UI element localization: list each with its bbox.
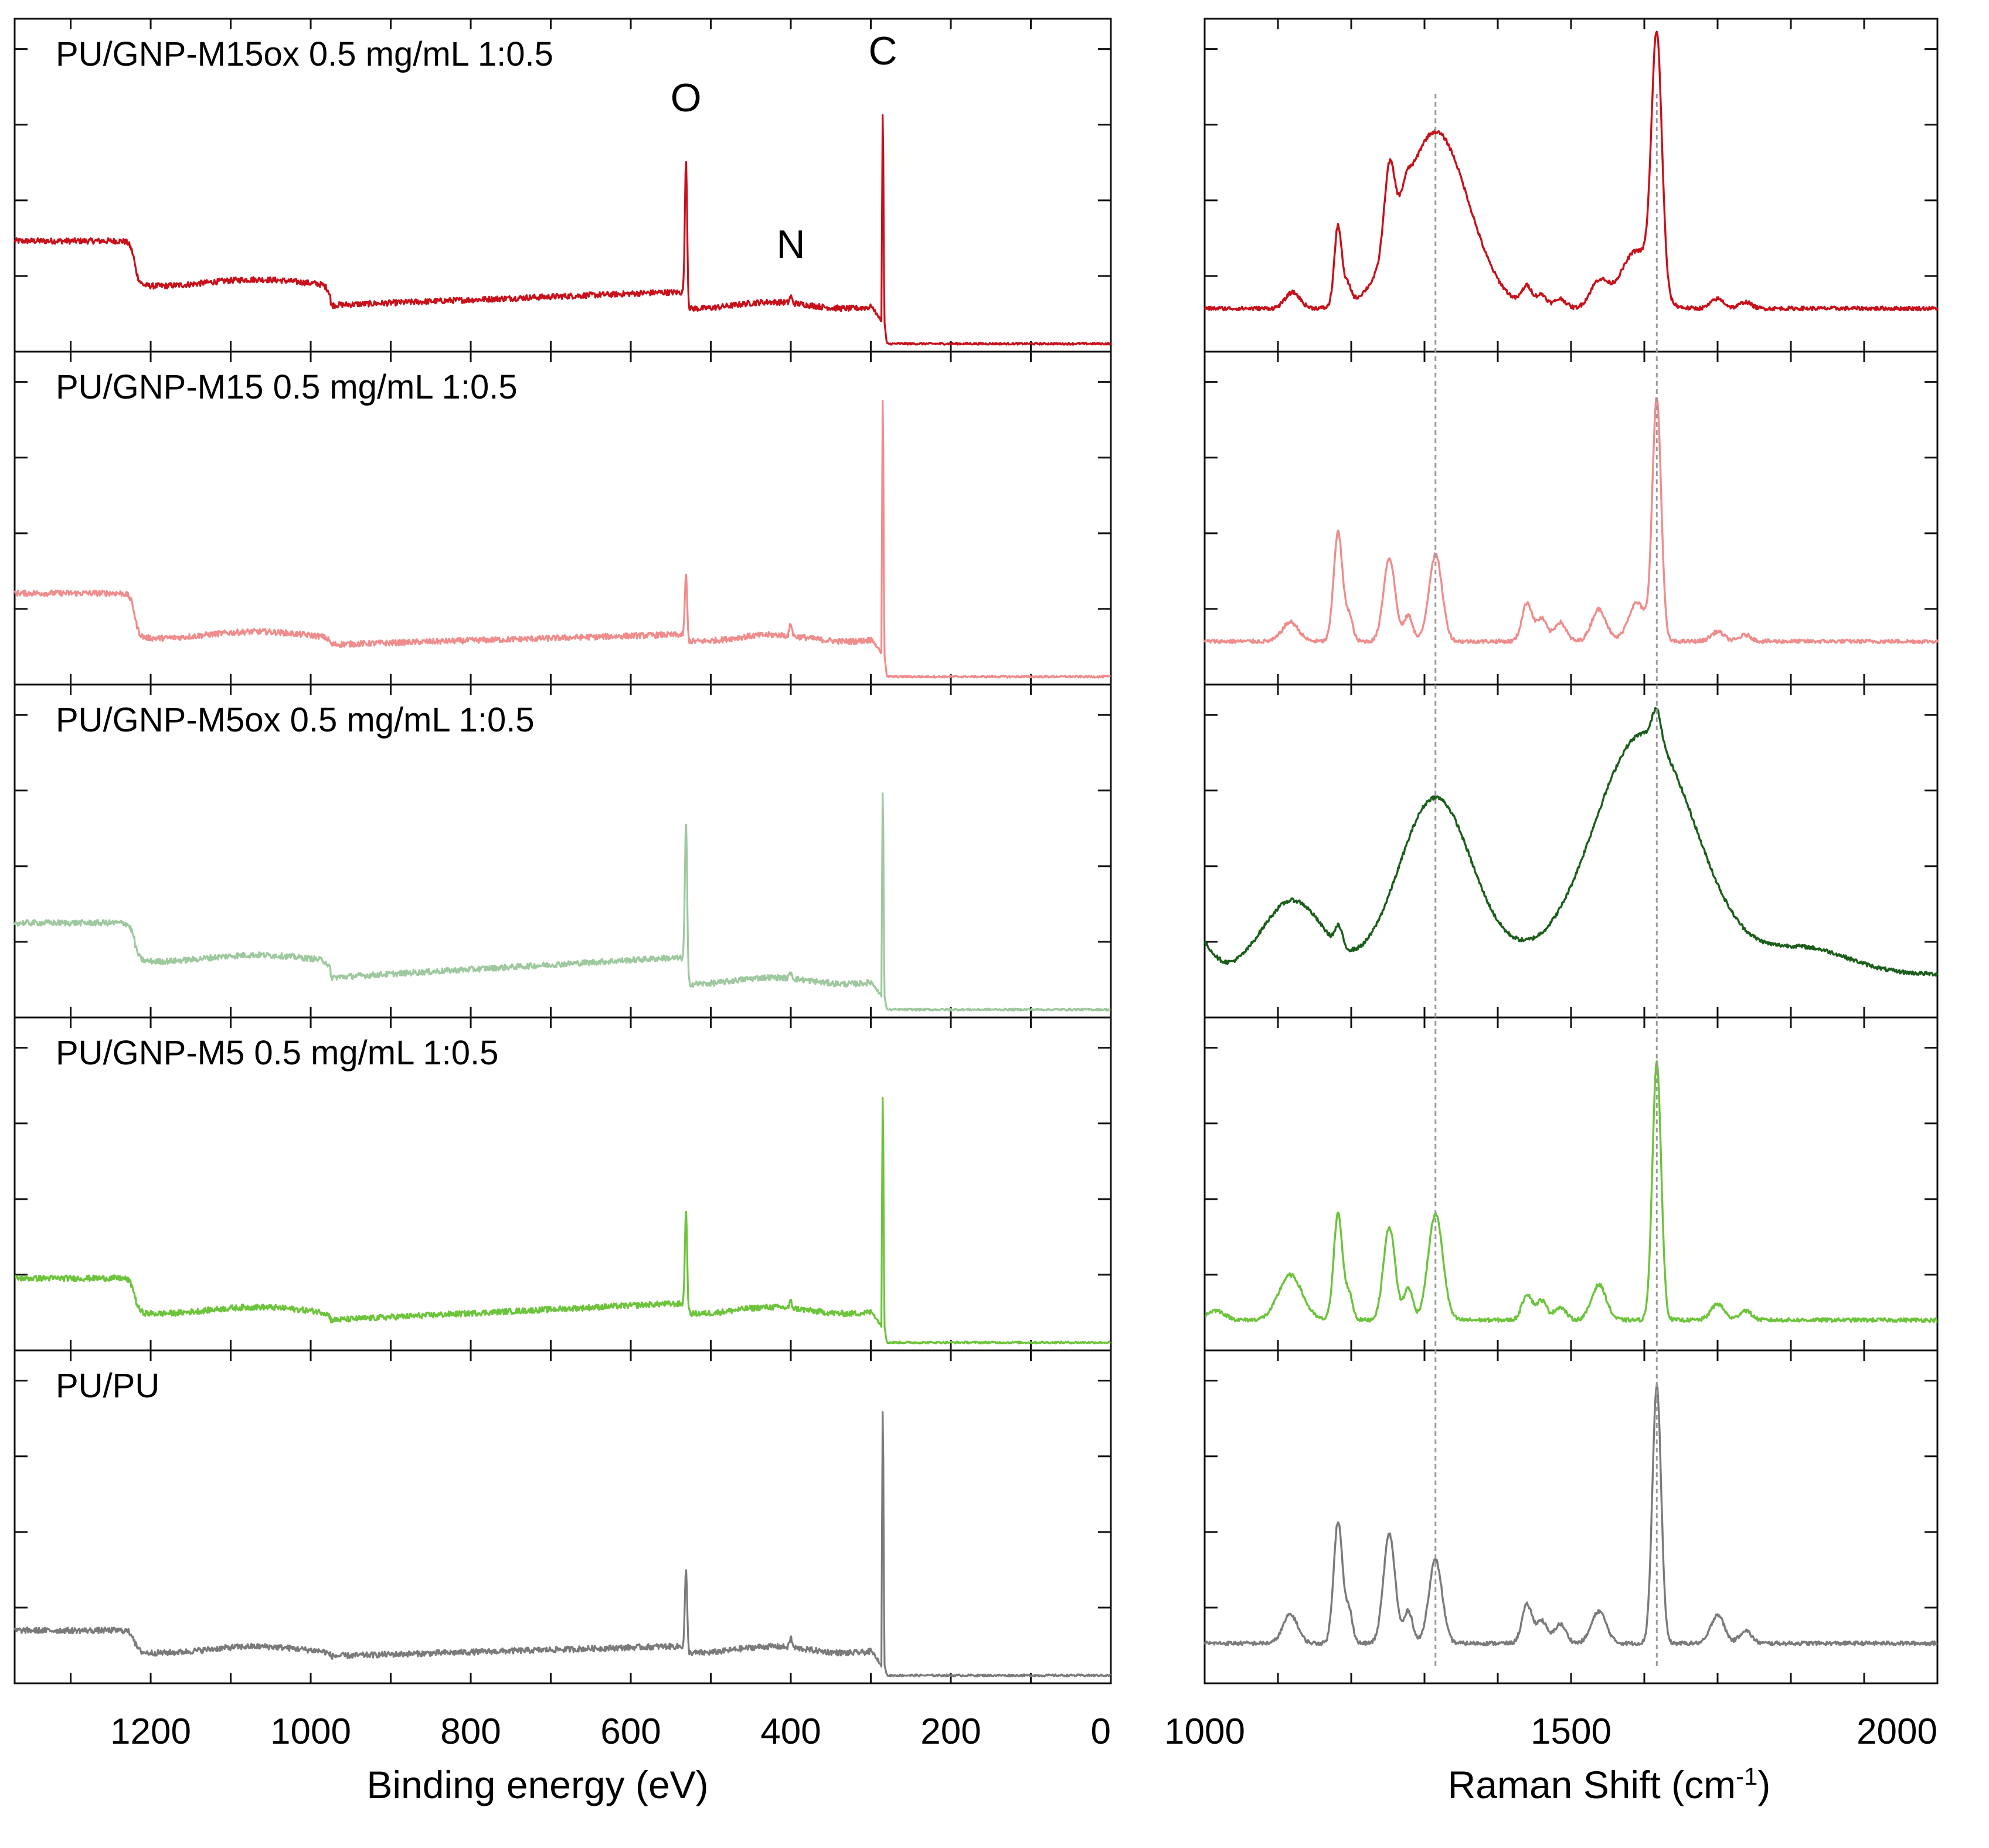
raman-x-axis-label-superscript: -1 [1736, 1762, 1757, 1790]
xps-series-line [14, 1097, 1111, 1345]
raman-x-tick-label: 1500 [1531, 1711, 1611, 1752]
xps-x-axis-label: Binding energy (eV) [366, 1763, 708, 1806]
xps-x-tick-label: 0 [1091, 1711, 1111, 1752]
xps-x-tick-label: 200 [920, 1711, 981, 1752]
xps-panel: PU/GNP-M15ox 0.5 mg/mL 1:0.5 [13, 18, 1112, 353]
xps-x-tick-label: 600 [600, 1711, 661, 1752]
raman-x-axis-label-close: ) [1757, 1763, 1770, 1806]
xps-chart: PU/GNP-M15ox 0.5 mg/mL 1:0.5 PU/GNP-M15 0… [13, 18, 1112, 1684]
xps-panel-label: PU/GNP-M15ox 0.5 mg/mL 1:0.5 [56, 35, 553, 73]
xps-panel: PU/PU [13, 1349, 1112, 1684]
raman-x-tick-label: 2000 [1857, 1711, 1937, 1752]
xps-panel: PU/GNP-M15 0.5 mg/mL 1:0.5 [13, 350, 1112, 686]
raman-x-axis-label: Raman Shift (cm-1) [1448, 1762, 1771, 1807]
xps-x-tick-label: 800 [440, 1711, 501, 1752]
xps-panel-label: PU/PU [56, 1367, 159, 1405]
xps-peak-label: N [776, 222, 805, 267]
raman-panel [1203, 1349, 1939, 1684]
raman-x-axis: 1000 1500 2000 [1164, 1711, 1937, 1752]
xps-panel-label: PU/GNP-M5 0.5 mg/mL 1:0.5 [56, 1034, 498, 1072]
xps-panel-label: PU/GNP-M15 0.5 mg/mL 1:0.5 [56, 368, 518, 406]
raman-series-line [1203, 707, 1939, 977]
raman-series-line [1203, 397, 1939, 645]
xps-peak-labels: O N C [671, 29, 897, 267]
xps-panel-frame [13, 1349, 1112, 1684]
raman-chart [1203, 18, 1939, 1684]
xps-x-axis: 1200 1000 800 600 400 200 0 [110, 1711, 1111, 1752]
xps-series-line [13, 1411, 1111, 1677]
raman-x-tick-label: 1000 [1164, 1711, 1245, 1752]
xps-peak-label: O [671, 76, 702, 120]
raman-series-line [1203, 30, 1939, 312]
xps-panel-label: PU/GNP-M5ox 0.5 mg/mL 1:0.5 [56, 701, 535, 739]
xps-series-line [13, 792, 1111, 1012]
xps-series-line [13, 114, 1111, 346]
xps-x-tick-label: 1000 [270, 1711, 351, 1752]
xps-x-tick-label: 1200 [110, 1711, 191, 1752]
xps-series-line [13, 400, 1111, 679]
xps-peak-label: C [868, 29, 897, 73]
raman-series-line [1203, 1384, 1938, 1646]
xps-x-tick-label: 400 [760, 1711, 821, 1752]
raman-series-line [1204, 1060, 1938, 1323]
xps-panel: PU/GNP-M5 0.5 mg/mL 1:0.5 [13, 1016, 1112, 1352]
raman-x-axis-label-main: Raman Shift (cm [1448, 1763, 1736, 1806]
